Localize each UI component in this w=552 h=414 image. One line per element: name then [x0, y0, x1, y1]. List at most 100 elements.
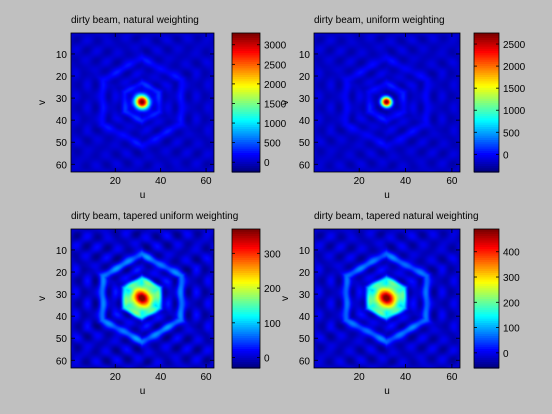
colorbar-segment: [474, 156, 499, 160]
colorbar-segment: [232, 229, 260, 232]
heatmap-image: [71, 229, 214, 368]
y-tick-label: 40: [299, 312, 311, 323]
colorbar-segment: [232, 165, 260, 169]
colorbar-segment: [474, 93, 499, 97]
colorbar-segment: [232, 95, 260, 99]
colorbar-segment: [232, 346, 260, 350]
colorbar-segment: [232, 322, 260, 326]
colorbar-segment: [474, 78, 499, 82]
colorbar-segment: [232, 39, 260, 43]
colorbar-segment: [232, 167, 260, 171]
y-axis-label: v: [280, 296, 291, 301]
colorbar-segment: [474, 167, 499, 171]
colorbar-segment: [474, 98, 499, 101]
colorbar-segment: [232, 365, 260, 369]
colorbar-segment: [474, 311, 499, 315]
colorbar-tick-label: 500: [264, 139, 281, 150]
colorbar-segment: [232, 283, 260, 287]
colorbar-tick-label: 200: [264, 284, 281, 295]
colorbar-segment: [232, 82, 260, 86]
colorbar-segment: [474, 169, 499, 173]
heatmap-image: [314, 229, 460, 368]
colorbar-segment: [232, 263, 260, 267]
colorbar-tick-label: 300: [503, 273, 520, 284]
colorbar-segment: [232, 117, 260, 121]
colorbar-segment: [474, 82, 499, 86]
colorbar-segment: [232, 296, 260, 300]
colorbar-segment: [232, 335, 260, 339]
colorbar-segment: [232, 278, 260, 282]
colorbar-segment: [232, 41, 260, 45]
colorbar-segment: [474, 363, 499, 367]
colorbar-segment: [474, 132, 499, 136]
colorbar-segment: [232, 111, 260, 114]
colorbar-tick-label: 0: [264, 158, 270, 169]
colorbar-segment: [474, 128, 499, 132]
colorbar-segment: [474, 246, 499, 250]
colorbar-segment: [474, 65, 499, 69]
colorbar-tick-label: 2500: [503, 40, 526, 51]
colorbar-segment: [232, 248, 260, 252]
y-tick-label: 20: [56, 72, 68, 83]
colorbar-tick-label: 1000: [503, 106, 526, 117]
colorbar-segment: [474, 344, 499, 347]
colorbar-segment: [232, 274, 260, 278]
colorbar-segment: [232, 87, 260, 91]
heatmap-panel-3: dirty beam, tapered uniform weighting 20 4…: [37, 211, 281, 397]
colorbar-segment: [232, 69, 260, 73]
colorbar-segment: [474, 352, 499, 356]
colorbar-segment: [232, 352, 260, 356]
colorbar-segment: [232, 52, 260, 56]
chart-title: dirty beam, tapered uniform weighting: [71, 211, 238, 222]
colorbar-segment: [474, 158, 499, 162]
colorbar-segment: [474, 39, 499, 43]
colorbar-segment: [474, 54, 499, 58]
colorbar-segment: [232, 231, 260, 234]
colorbar-segment: [474, 89, 499, 93]
colorbar-segment: [232, 141, 260, 145]
colorbar-segment: [232, 106, 260, 110]
colorbar-segment: [232, 252, 260, 256]
heatmap-panel-1: dirty beam, natural weighting 20 40 60 10 20 3…: [37, 15, 287, 201]
x-axis-label: u: [140, 386, 146, 397]
colorbar-segment: [474, 263, 499, 267]
colorbar-segment: [474, 257, 499, 261]
y-tick-label: 10: [56, 50, 68, 61]
colorbar-segment: [474, 298, 499, 302]
colorbar-segment: [474, 318, 499, 321]
colorbar-segment: [474, 104, 499, 108]
colorbar-tick-label: 0: [503, 349, 509, 360]
y-tick-label: 20: [56, 268, 68, 279]
colorbar-segment: [474, 37, 499, 41]
colorbar-segment: [474, 365, 499, 369]
colorbar-segment: [474, 313, 499, 317]
colorbar-segment: [474, 335, 499, 339]
colorbar-segment: [474, 259, 499, 263]
colorbar-tick-label: 1500: [264, 99, 287, 110]
colorbar-segment: [232, 270, 260, 274]
colorbar-segment: [232, 137, 260, 141]
colorbar-box: [473, 32, 500, 173]
colorbar-tick-label: 2500: [264, 60, 287, 71]
colorbar-segment: [232, 48, 260, 51]
colorbar-segment: [232, 326, 260, 330]
colorbar-segment: [232, 276, 260, 280]
colorbar-tick-label: 0: [264, 354, 270, 365]
y-tick-label: 60: [299, 160, 311, 171]
colorbar-segment: [232, 124, 260, 127]
colorbar-segment: [474, 359, 499, 363]
x-tick-label: 20: [354, 372, 366, 383]
heatmap-image: [314, 33, 460, 172]
colorbar-segment: [474, 307, 499, 310]
colorbar-segment: [474, 231, 499, 234]
colorbar-segment: [232, 237, 260, 241]
colorbar-segment: [232, 257, 260, 261]
colorbar-segment: [232, 33, 260, 36]
colorbar-segment: [474, 50, 499, 54]
colorbar-segment: [232, 328, 260, 332]
colorbar-segment: [474, 69, 499, 73]
x-tick-label: 60: [446, 372, 458, 383]
colorbar-segment: [474, 305, 499, 308]
colorbar-segment: [232, 235, 260, 239]
colorbar-segment: [474, 130, 499, 134]
